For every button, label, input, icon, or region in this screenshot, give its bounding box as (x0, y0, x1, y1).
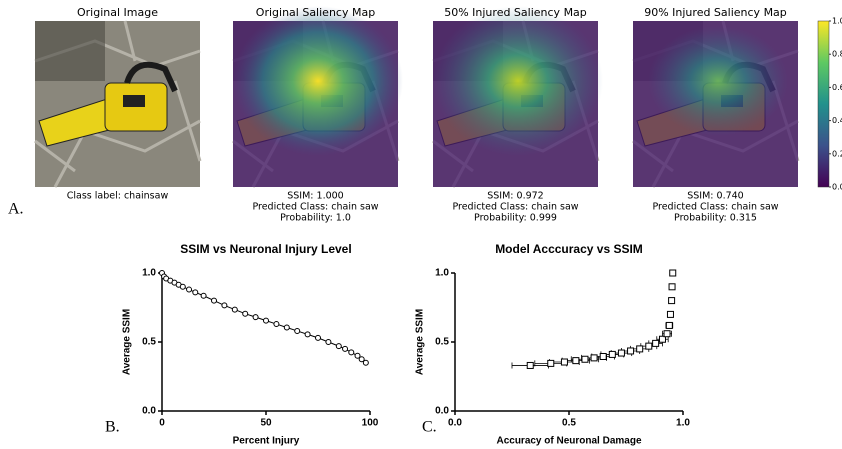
y-tick-label: 0.0 (142, 406, 156, 417)
image-caption: Class label: chainsaw (67, 191, 169, 202)
point (304, 331, 311, 338)
chainsaw-handle (124, 61, 178, 93)
point (636, 345, 644, 353)
image-title: 50% Injured Saliency Map (444, 6, 587, 19)
image-caption: SSIM: 0.972 (487, 191, 543, 202)
colorbar (817, 20, 830, 188)
image (232, 6, 403, 188)
panel-label: A. (8, 201, 24, 218)
image-title: Original Saliency Map (256, 6, 375, 19)
colorbar-tick-label: 0.6 (832, 83, 842, 92)
point (335, 343, 342, 350)
panel-label: C. (422, 419, 437, 436)
point (590, 354, 598, 362)
y-axis-label: Average SSIM (122, 309, 133, 375)
image (34, 20, 202, 188)
stone-pattern (34, 20, 202, 188)
x-tick-label: 0.0 (448, 418, 462, 429)
point (668, 297, 676, 305)
x-tick-label: 0 (159, 418, 165, 429)
point (526, 361, 534, 369)
point (362, 359, 369, 366)
point (669, 269, 677, 277)
point (658, 335, 666, 343)
x-tick-label: 1.0 (676, 418, 690, 429)
point (547, 359, 555, 367)
point (231, 306, 238, 313)
point (668, 283, 676, 291)
colorbar-tick-label: 1.0 (832, 17, 842, 26)
point (263, 317, 269, 324)
x-axis-label: Percent Injury (233, 436, 300, 447)
saliency-blob (233, 6, 403, 156)
image-caption: Predicted Class: chain saw (452, 202, 578, 213)
point (342, 345, 349, 352)
point (627, 347, 635, 355)
image-title: 90% Injured Saliency Map (644, 6, 787, 19)
y-axis-label: Average SSIM (415, 309, 426, 375)
point (645, 342, 653, 350)
point (221, 302, 228, 309)
image-caption: Probability: 1.0 (280, 213, 351, 224)
point (200, 292, 207, 299)
saliency-blob (433, 6, 603, 156)
x-tick-label: 0.5 (562, 418, 576, 429)
saliency-blob (648, 26, 788, 136)
point (179, 283, 186, 290)
point (581, 355, 589, 363)
point (211, 297, 217, 304)
chart-title: SSIM vs Neuronal Injury Level (180, 242, 351, 256)
image-caption: SSIM: 1.000 (287, 191, 343, 202)
colorbar-tick-label: 0.4 (832, 116, 842, 125)
point (652, 339, 660, 347)
point (192, 289, 199, 296)
point (283, 324, 290, 331)
image-caption: Probability: 0.999 (474, 213, 557, 224)
point (273, 321, 280, 328)
chart-title: Model Acccuracy vs SSIM (495, 242, 643, 256)
point (599, 352, 607, 360)
image-caption: Probability: 0.315 (674, 213, 757, 224)
point (663, 330, 671, 338)
data-line (161, 272, 367, 364)
point (608, 350, 616, 358)
image (432, 6, 603, 188)
image-caption: SSIM: 0.740 (687, 191, 743, 202)
y-tick-label: 1.0 (142, 268, 156, 279)
point (315, 334, 321, 341)
x-axis-label: Accuracy of Neuronal Damage (496, 436, 641, 447)
y-tick-label: 1.0 (435, 268, 449, 279)
image-title: Original Image (77, 6, 158, 19)
colorbar-tick-label: 0.2 (832, 149, 842, 158)
point (665, 321, 673, 329)
point (617, 349, 625, 357)
point (294, 327, 301, 334)
point (252, 314, 259, 321)
colorbar-tick-label: 0.8 (832, 50, 842, 59)
y-tick-label: 0.5 (142, 337, 156, 348)
image-caption: Predicted Class: chain saw (252, 202, 378, 213)
point (560, 358, 568, 366)
point (358, 356, 365, 363)
y-tick-label: 0.5 (435, 337, 449, 348)
chainsaw-label (123, 95, 145, 107)
y-tick-label: 0.0 (435, 406, 449, 417)
x-tick-label: 50 (260, 418, 272, 429)
point (325, 339, 332, 345)
shadow (35, 21, 105, 81)
image (632, 20, 800, 188)
point (572, 357, 580, 365)
point (666, 310, 674, 318)
image-caption: Predicted Class: chain saw (652, 202, 778, 213)
panel-label: B. (105, 419, 120, 436)
point (348, 349, 355, 356)
x-tick-label: 100 (362, 418, 379, 429)
point (186, 286, 193, 293)
point (242, 310, 249, 317)
colorbar-tick-label: 0.0 (832, 183, 842, 192)
point (354, 352, 361, 359)
